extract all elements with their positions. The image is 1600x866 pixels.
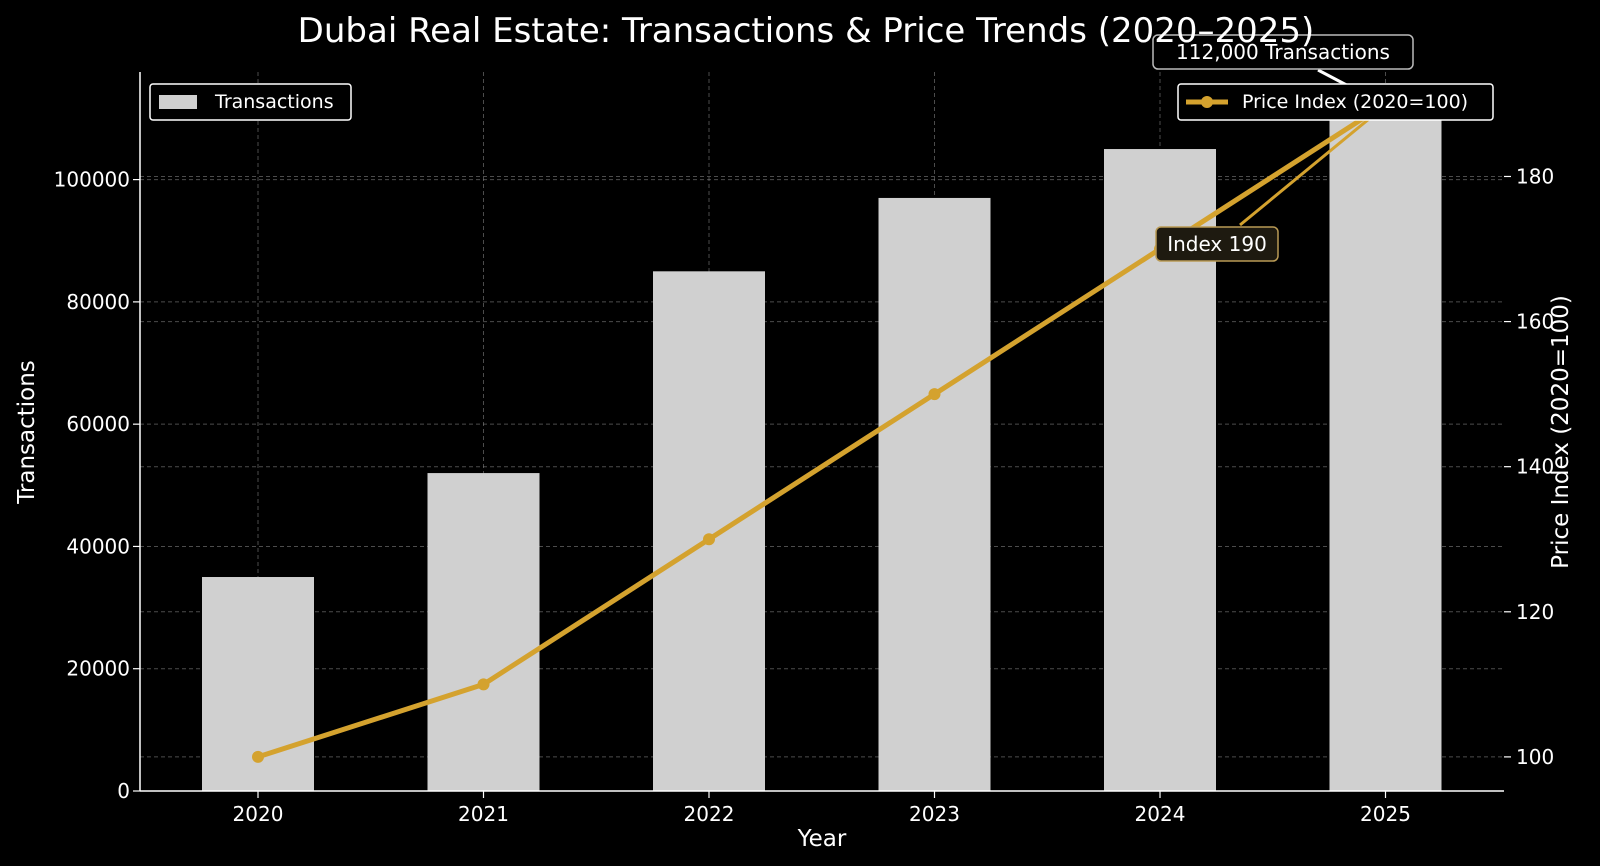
legend-transactions-label: Transactions	[214, 91, 334, 113]
y-left-axis-label: Transactions	[14, 360, 40, 505]
annotation-transactions-text: 112,000 Transactions	[1176, 40, 1390, 64]
chart-title: Dubai Real Estate: Transactions & Price …	[298, 11, 1315, 51]
price-index-point-2021	[477, 678, 490, 691]
annotation-index-text: Index 190	[1167, 232, 1267, 256]
x-axis-label: Year	[797, 826, 847, 852]
x-tick-label: 2024	[1135, 802, 1186, 826]
y-right-axis-label: Price Index (2020=100)	[1548, 295, 1574, 569]
annotation-index-arrow	[1239, 110, 1379, 227]
y-left-tick-label: 20000	[66, 657, 130, 681]
bar-2022	[653, 271, 765, 791]
x-tick-label: 2020	[233, 802, 284, 826]
x-tick-label: 2022	[684, 802, 735, 826]
price-index-point-2023	[928, 388, 941, 401]
bar-2021	[427, 473, 540, 791]
y-left-tick-label: 0	[117, 779, 130, 803]
legend-price-index-label: Price Index (2020=100)	[1242, 91, 1468, 113]
y-left-tick-label: 100000	[54, 168, 130, 192]
bar-2025	[1329, 106, 1442, 791]
y-left-tick-label: 60000	[66, 412, 130, 436]
y-right-tick-label: 120	[1516, 600, 1554, 624]
y-left-tick-label: 80000	[66, 290, 130, 314]
annotation-transactions-box	[1152, 34, 1414, 70]
bar-2023	[878, 197, 991, 792]
y-right-tick-label: 160	[1516, 310, 1554, 334]
y-right-tick-label: 100	[1516, 745, 1554, 769]
annotation-index-box	[1155, 226, 1279, 262]
legend-transactions-box	[149, 83, 352, 121]
x-tick-label: 2023	[909, 802, 960, 826]
x-tick-label: 2021	[458, 802, 509, 826]
price-index-point-2020	[252, 750, 264, 763]
x-tick-label: 2025	[1360, 802, 1411, 826]
legend-layer: Transactions Price Index (2020=100)	[149, 83, 1494, 121]
y-right-tick-label: 180	[1516, 164, 1554, 188]
y-left-tick-label: 40000	[66, 534, 130, 558]
axis-layer: 2020 2021 2022 2023 2024 2025 0 20000 40000 60000…	[54, 72, 1554, 826]
price-index-line	[255, 101, 1388, 760]
legend-transactions-swatch	[159, 95, 197, 109]
legend-price-index-box	[1177, 83, 1494, 121]
legend-price-index-swatch-marker	[1201, 96, 1213, 108]
annotation-layer: 112,000 Transactions Index 190	[1152, 34, 1414, 262]
price-index-point-2022	[703, 533, 715, 546]
y-right-tick-label: 140	[1516, 455, 1554, 479]
